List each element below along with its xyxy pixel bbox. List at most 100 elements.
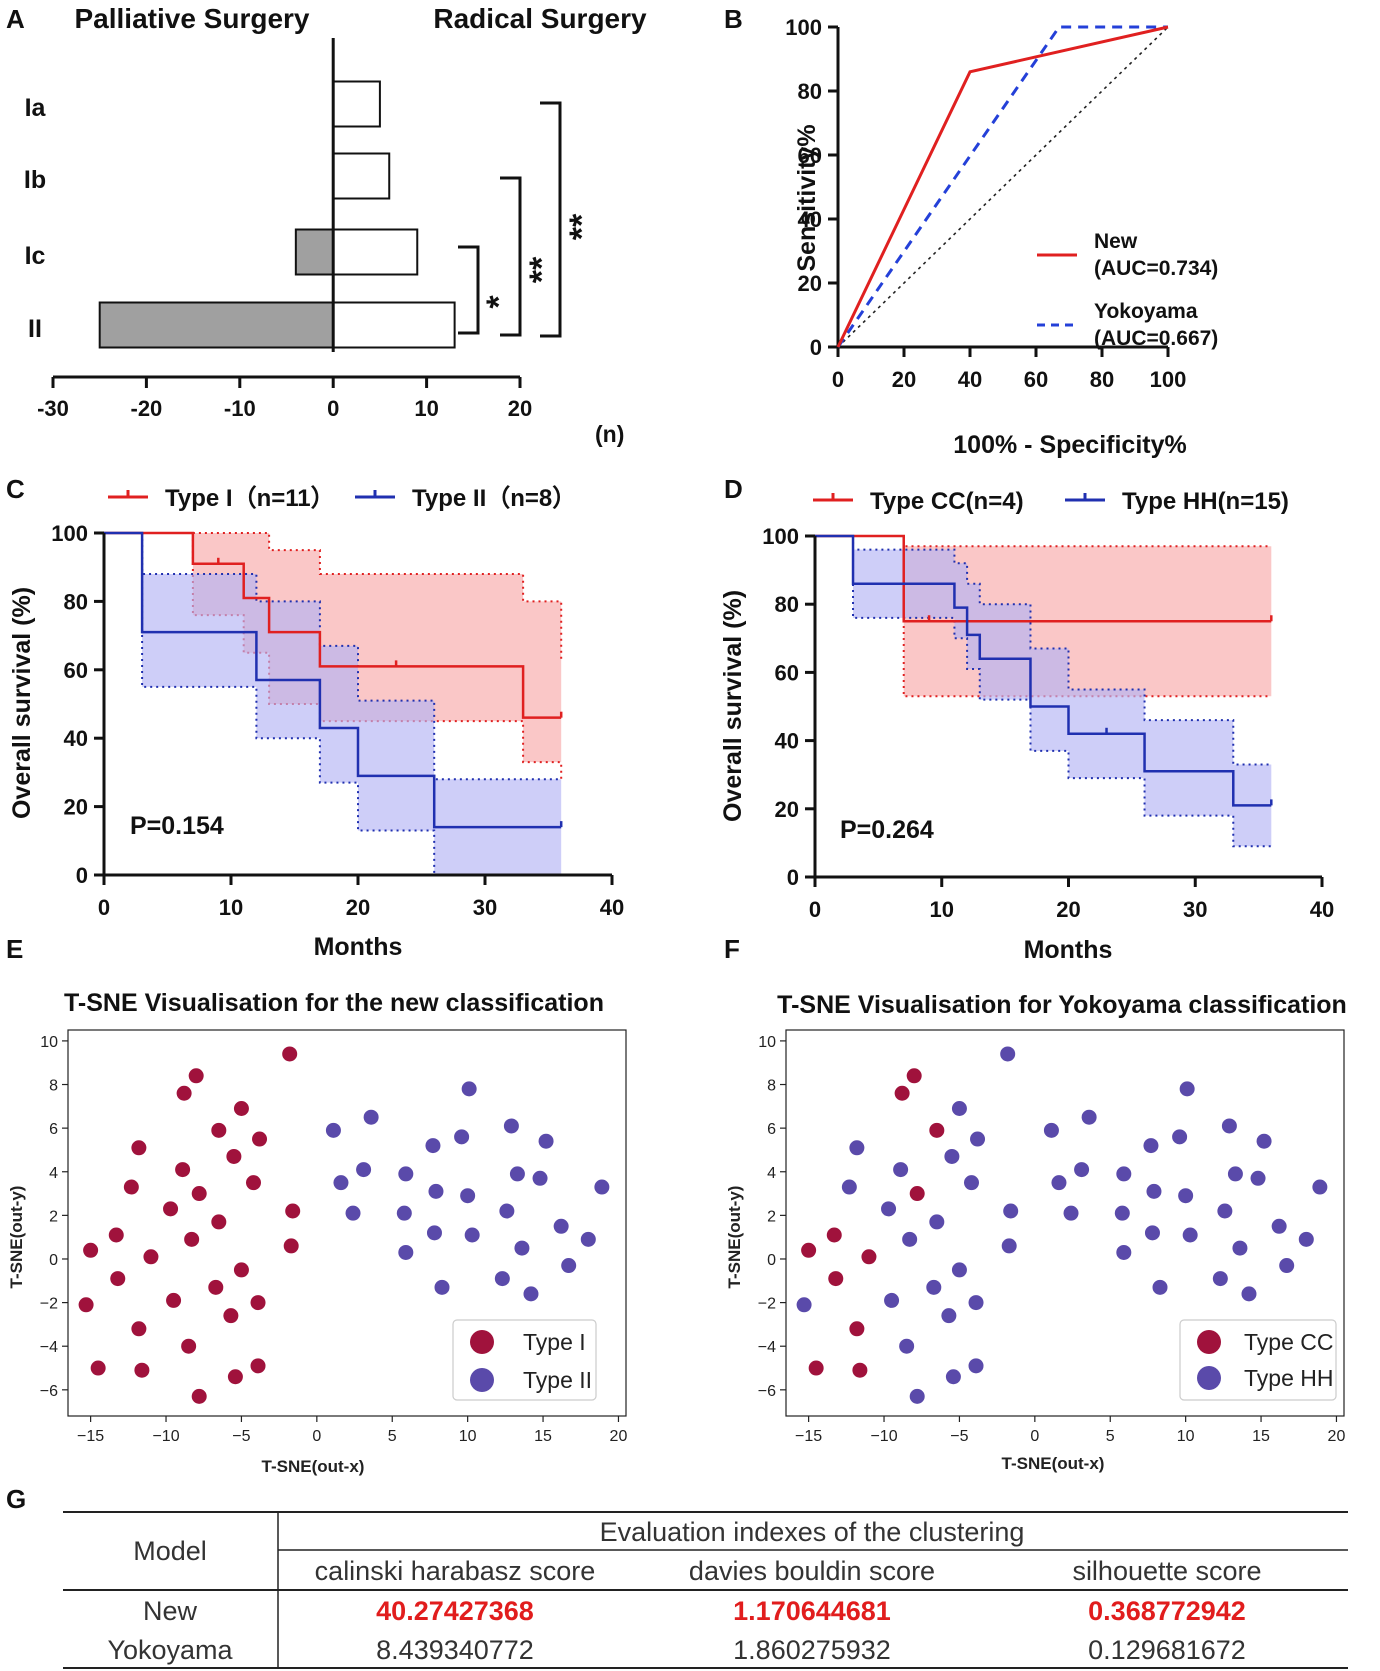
panel-e-point — [363, 1109, 379, 1125]
panel-e-point — [226, 1148, 242, 1164]
panel-b-legend-yokoyama: Yokoyama — [1094, 300, 1198, 323]
panel-e-x-tick-label: 15 — [534, 1428, 552, 1445]
panel-a-x-unit: (n) — [595, 421, 624, 447]
panel-d-series-1-ci-upper — [902, 536, 1272, 548]
panel-e-point — [184, 1231, 200, 1247]
panel-e-y-tick-label: −2 — [40, 1296, 58, 1313]
panel-f-point — [1081, 1109, 1097, 1125]
panel-a-significance-label: ** — [523, 256, 561, 283]
panel-f-point — [909, 1186, 925, 1202]
panel-f-x-label: T-SNE(out-x) — [1002, 1454, 1105, 1473]
panel-f-point — [1051, 1175, 1067, 1191]
panel-b-y-tick-label: 0 — [810, 335, 822, 360]
panel-e-point — [123, 1179, 139, 1195]
panel-f-title: T-SNE Visualisation for Yokoyama classif… — [777, 991, 1347, 1019]
panel-e-point — [175, 1162, 191, 1178]
panel-c-legend-type-i: Type I（n=11） — [165, 485, 335, 512]
panel-f-x-tick-label: −15 — [795, 1428, 822, 1445]
panel-f-point — [1232, 1240, 1248, 1256]
panel-g-evaluation-table: Model Evaluation indexes of the clusteri… — [63, 1511, 1348, 1669]
panel-f-point — [1146, 1183, 1162, 1199]
panel-a-category-ib: Ib — [24, 166, 46, 194]
panel-d-y-tick-label: 80 — [775, 592, 799, 617]
panel-e-point — [460, 1188, 476, 1204]
panel-b-y-tick-label: 60 — [798, 143, 822, 168]
panel-e-point — [509, 1166, 525, 1182]
panel-f-x-tick-label: −10 — [870, 1428, 897, 1445]
panel-c-y-tick-label: 20 — [64, 795, 88, 820]
panel-b-roc-line-reference — [837, 26, 1169, 348]
panel-f-point — [1116, 1166, 1132, 1182]
panel-b-y-label: Sensitivity% — [793, 124, 821, 271]
panel-e-point — [514, 1240, 530, 1256]
panel-e-legend-type-ii: Type II — [523, 1367, 592, 1393]
panel-c-x-tick-label: 40 — [600, 895, 624, 920]
table-row-yokoyama-model: Yokoyama — [107, 1635, 233, 1665]
panel-e-tsne-scatter: T-SNE Visualisation for the new classifi… — [7, 989, 627, 1476]
panel-f-point — [1179, 1081, 1195, 1097]
panel-a-category-ic: Ic — [25, 242, 46, 270]
panel-d-y-tick-label: 0 — [787, 865, 799, 890]
panel-c-pvalue: P=0.154 — [130, 812, 224, 840]
panel-e-point — [396, 1205, 412, 1221]
panel-d-series-1-survival-curve — [815, 534, 1272, 623]
panel-e-point — [464, 1227, 480, 1243]
panel-letter-a: A — [6, 4, 25, 34]
panel-a-significance-label: ** — [563, 213, 601, 240]
panel-f-y-tick-label: −2 — [758, 1296, 776, 1313]
panel-f-point — [1172, 1129, 1188, 1145]
panel-a-bar-radical-ib — [332, 152, 391, 200]
panel-letter-f: F — [724, 934, 740, 964]
panel-e-point — [532, 1170, 548, 1186]
panel-f-point — [1144, 1225, 1160, 1241]
table-row-yokoyama-calinski: 8.439340772 — [376, 1635, 534, 1665]
panel-a-significance-bracket — [500, 176, 522, 337]
panel-b-roc-line-new — [836, 25, 1169, 348]
panel-e-point — [143, 1249, 159, 1265]
panel-a-bar-radical-ii — [332, 301, 456, 349]
table-row-new-davies: 1.170644681 — [733, 1596, 891, 1626]
panel-f-point — [941, 1308, 957, 1324]
panel-f-point — [1152, 1279, 1168, 1295]
panel-e-point — [208, 1279, 224, 1295]
panel-f-y-tick-label: 6 — [767, 1121, 776, 1138]
panel-a-x-tick-label: 10 — [414, 396, 438, 421]
panel-e-point — [78, 1297, 94, 1313]
panel-c-x-tick-label: 10 — [219, 895, 243, 920]
panel-a-category-ii: II — [28, 315, 42, 343]
panel-f-y-tick-label: 10 — [758, 1034, 776, 1051]
table-col-silhouette: silhouette score — [1072, 1556, 1261, 1586]
panel-f-y-tick-label: −6 — [758, 1383, 776, 1400]
panel-b-x-tick-label: 40 — [958, 367, 982, 392]
panel-f-point — [929, 1122, 945, 1138]
panel-e-point — [252, 1131, 268, 1147]
panel-e-point — [426, 1225, 442, 1241]
panel-e-x-tick-label: −5 — [232, 1428, 250, 1445]
panel-d-x-tick-label: 20 — [1056, 897, 1080, 922]
panel-f-y-tick-label: −4 — [758, 1339, 776, 1356]
panel-c-series-2-ci-band — [142, 533, 562, 875]
panel-a-bar-chart: Palliative Surgery Radical Surgery (n) I… — [24, 3, 647, 447]
panel-e-y-tick-label: 6 — [49, 1121, 58, 1138]
panel-c-x-tick-label: 20 — [346, 895, 370, 920]
panel-d-y-tick-label: 40 — [775, 729, 799, 754]
panel-letter-c: C — [6, 474, 25, 504]
panel-a-bar-radical-ia — [332, 80, 381, 128]
panel-e-point — [428, 1183, 444, 1199]
panel-b-roc-chart: 100% - Specificity% Sensitivity% New (AU… — [785, 15, 1218, 459]
panel-c-series-1-ci-band — [192, 533, 562, 780]
panel-d-x-tick-label: 10 — [930, 897, 954, 922]
panel-f-point — [849, 1321, 865, 1337]
panel-e-legend-marker-type-i — [470, 1330, 494, 1354]
panel-f-legend-cc: Type CC — [1244, 1329, 1333, 1355]
table-col-calinski: calinski harabasz score — [315, 1556, 596, 1586]
panel-f-point — [1217, 1203, 1233, 1219]
panel-f-point — [826, 1227, 842, 1243]
panel-b-legend-yokoyama-auc: (AUC=0.667) — [1094, 327, 1218, 350]
panel-d-survival-chart: Months Overall survival (%) P=0.264 Type… — [719, 488, 1334, 964]
panel-d-x-label: Months — [1024, 936, 1113, 964]
panel-d-series-2-survival-curve — [815, 534, 1272, 807]
table-row-new-model: New — [143, 1596, 198, 1626]
panel-f-point — [1178, 1188, 1194, 1204]
panel-b-y-tick-label: 40 — [798, 207, 822, 232]
